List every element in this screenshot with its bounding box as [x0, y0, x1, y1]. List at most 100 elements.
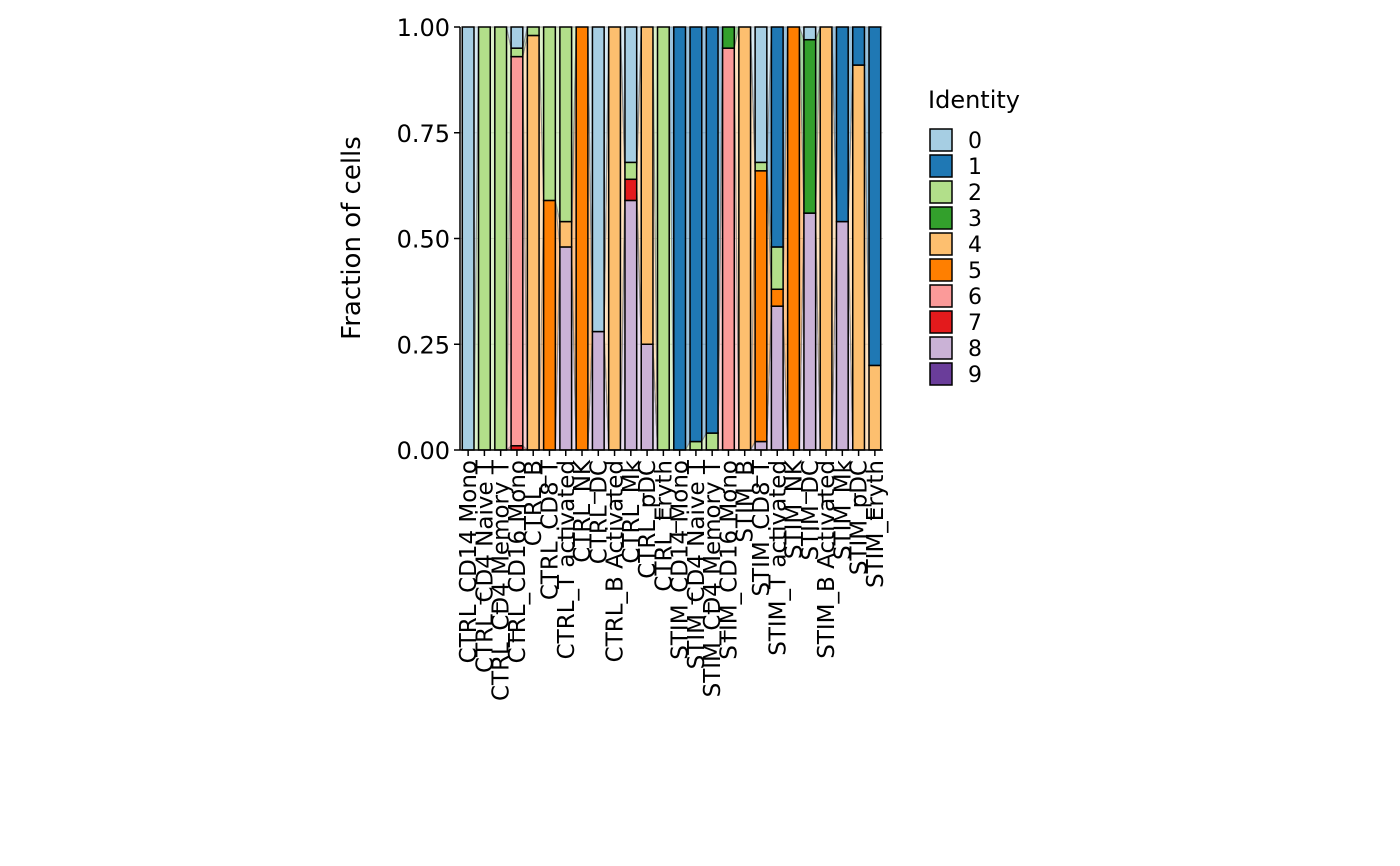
legend-label: 9	[968, 363, 982, 388]
bar-segment	[656, 26, 670, 451]
legend-label: 2	[968, 181, 982, 206]
x-tick-label: CTRL_CD16 Mono	[505, 460, 531, 663]
x-tick-label: CTRL_Mk	[619, 459, 645, 563]
bar-segment	[510, 55, 524, 447]
x-tick-label: STIM_CD8 T	[749, 459, 775, 596]
bar-segment	[786, 26, 801, 451]
bar-segment	[851, 26, 866, 66]
bar-segment	[819, 26, 833, 451]
bar-segment	[835, 220, 849, 451]
bar-segment	[624, 161, 638, 181]
x-tick-label: STIM_CD4 Memory T	[700, 459, 726, 697]
x-tick-label: CTRL_T activated	[554, 460, 580, 659]
bar-segment	[868, 26, 882, 367]
bar-segment	[559, 220, 573, 248]
bar-segment	[738, 26, 752, 451]
bar-segment	[559, 26, 573, 223]
x-tick-label: STIM_NK	[782, 459, 808, 559]
x-tick-label: STIM_Mk	[830, 459, 856, 560]
bar-segment	[640, 343, 654, 451]
x-tick-label: CTRL_CD4 Naive T	[472, 459, 498, 673]
legend-label: 0	[968, 129, 982, 154]
legend-title: Identity	[928, 86, 1020, 114]
legend-swatch	[929, 154, 953, 178]
bar-segment	[705, 432, 719, 451]
bar-segment	[770, 26, 784, 248]
bar-segment	[526, 26, 540, 37]
bar-segment	[803, 26, 817, 41]
legend-swatch	[929, 284, 953, 308]
bar-segment	[754, 26, 768, 164]
x-tick-label: STIM_pDC	[847, 460, 873, 575]
bar-segment	[477, 26, 492, 451]
x-tick-label: STIM_CD16 Mono	[716, 460, 742, 660]
legend-swatch	[929, 362, 953, 386]
bar-segment	[575, 26, 589, 451]
bar-segment	[542, 199, 557, 451]
y-tick-label: 1.00	[397, 14, 450, 42]
legend-swatch	[929, 310, 953, 334]
bar-segment	[624, 26, 638, 164]
bar-segment	[461, 26, 475, 451]
x-tick-label: CTRL_DC	[586, 460, 612, 564]
bar-segment	[510, 47, 524, 58]
y-tick-label: 0.75	[397, 120, 450, 148]
bar-segment	[754, 161, 768, 172]
legend-label: 6	[968, 285, 982, 310]
bar-segment	[624, 178, 638, 202]
bar-segment	[689, 440, 703, 451]
legend-swatch	[929, 206, 953, 230]
legend-label: 5	[968, 259, 982, 284]
bar-segment	[624, 199, 638, 451]
bar-segment	[851, 64, 866, 451]
bar-segment	[673, 26, 687, 451]
bar-segment	[868, 364, 882, 451]
bar-segment	[494, 26, 508, 451]
legend-swatch	[929, 180, 953, 204]
x-tick-label: STIM_DC	[798, 460, 824, 561]
x-tick-label: CTRL_CD4 Memory T	[489, 459, 515, 701]
bar-segment	[591, 26, 605, 333]
x-tick-label: CTRL_CD8 T	[537, 459, 563, 600]
x-tick-label: CTRL_Eryth	[651, 460, 677, 592]
bar-segment	[803, 212, 817, 451]
bar-segment	[542, 26, 557, 202]
y-tick-label: 0.25	[397, 331, 450, 359]
legend-swatch	[929, 128, 953, 152]
bar-segment	[705, 26, 719, 434]
bar-segment	[721, 47, 736, 451]
legend-label: 8	[968, 337, 982, 362]
x-tick-label: CTRL_B	[521, 460, 547, 546]
bar-segment	[510, 26, 524, 49]
bar-segment	[559, 246, 573, 451]
legend-swatch	[929, 336, 953, 360]
x-tick-label: CTRL_NK	[570, 459, 596, 563]
bar-segment	[754, 170, 768, 443]
bar-segment	[803, 38, 817, 214]
bar-segment	[526, 34, 540, 451]
bar-segment	[591, 330, 605, 451]
legend-label: 3	[968, 207, 982, 232]
x-tick-label: STIM_CD4 Naive T	[684, 459, 710, 669]
legend-label: 4	[968, 233, 982, 258]
y-tick-label: 0.50	[397, 226, 450, 254]
legend-label: 7	[968, 311, 982, 336]
bar-segment	[770, 288, 784, 307]
bar-segment	[835, 26, 849, 223]
legend-label: 1	[968, 155, 982, 180]
x-tick-label: STIM_CD14 Mono	[668, 460, 694, 660]
x-tick-label: STIM_T activated	[765, 460, 791, 656]
bar-segment	[640, 26, 654, 345]
legend-swatch	[929, 258, 953, 282]
bar-segment	[721, 26, 736, 49]
x-tick-label: STIM_B Activated	[814, 460, 840, 659]
bar-segment	[607, 26, 622, 451]
bar-segment	[770, 305, 784, 451]
x-tick-label: CTRL_CD14 Mono	[456, 460, 482, 663]
y-axis-title: Fraction of cells	[337, 136, 367, 340]
bar-segment	[770, 246, 784, 291]
x-tick-label: STIM_Eryth	[863, 460, 889, 588]
x-tick-label: STIM_B	[733, 460, 759, 543]
